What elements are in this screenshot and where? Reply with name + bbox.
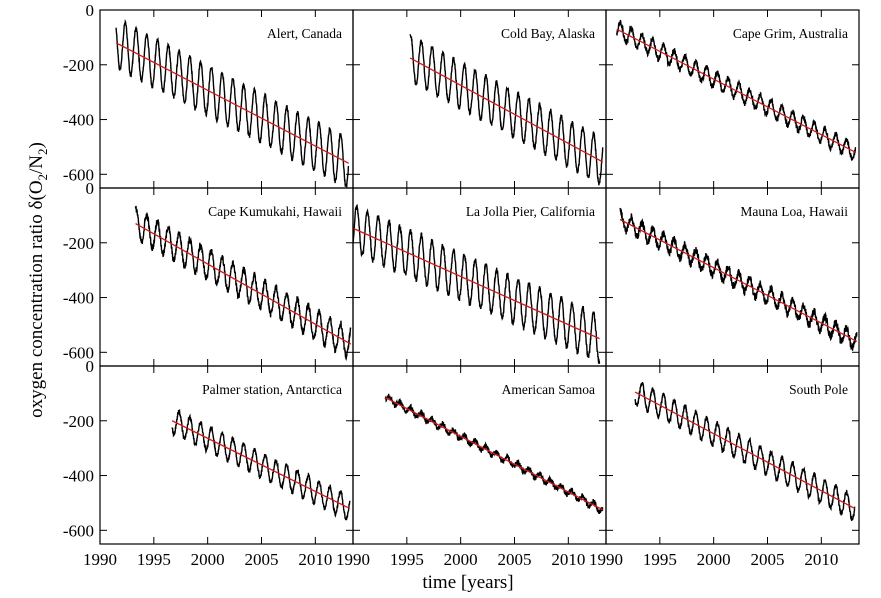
- y-tick-label: -200: [63, 412, 94, 431]
- x-tick-label: 2005: [244, 550, 278, 569]
- y-tick-label: 0: [86, 1, 95, 20]
- y-axis-title-mid: /N: [26, 155, 47, 174]
- y-tick-label: -200: [63, 234, 94, 253]
- oxygen-series-line: [115, 18, 350, 188]
- panel: Cape Kumukahi, Hawaii: [99, 187, 354, 367]
- panel: Cape Grim, Australia: [605, 9, 860, 189]
- panel: Cold Bay, Alaska: [352, 9, 607, 189]
- x-tick-label: 2005: [497, 550, 531, 569]
- y-tick-label: -400: [63, 289, 94, 308]
- x-tick-label: 2010: [804, 550, 838, 569]
- y-axis-title-end: ): [26, 142, 47, 148]
- x-tick-label: 1990: [336, 550, 370, 569]
- oxygen-series-line: [619, 207, 858, 351]
- y-axis-title: oxygen concentration ratio δ(O2/N2): [26, 142, 50, 418]
- trend-line: [409, 57, 604, 163]
- x-tick-label: 2010: [298, 550, 332, 569]
- panel: South Pole: [605, 365, 860, 545]
- x-axis-title: time [years]: [422, 572, 513, 593]
- oxygen-series-line: [634, 382, 856, 522]
- y-axis-title-sub2: 2: [35, 148, 50, 155]
- panel: Mauna Loa, Hawaii: [605, 187, 860, 367]
- oxygen-series-line: [171, 408, 351, 521]
- panel-title: South Pole: [789, 382, 848, 397]
- oxygen-series-line: [616, 19, 857, 161]
- trend-line: [135, 223, 352, 345]
- trend-line: [171, 420, 351, 509]
- trend-line: [353, 227, 600, 340]
- oxygen-series-line: [409, 34, 604, 186]
- oxygen-series-line: [134, 205, 352, 362]
- trend-line: [616, 28, 857, 153]
- y-axis-title-main: oxygen concentration ratio δ(O: [26, 180, 47, 417]
- panel-title: Mauna Loa, Hawaii: [740, 204, 848, 219]
- y-tick-label: -200: [63, 56, 94, 75]
- x-tick-label: 2005: [750, 550, 784, 569]
- panel-title: Cape Kumukahi, Hawaii: [208, 204, 342, 219]
- x-tick-label: 1995: [390, 550, 424, 569]
- x-tick-label: 1990: [83, 550, 117, 569]
- x-tick-label: 1995: [137, 550, 171, 569]
- y-tick-label: -600: [63, 343, 94, 362]
- y-tick-label: 0: [86, 179, 95, 198]
- x-tick-label: 2000: [697, 550, 731, 569]
- panels: Alert, Canada Cold Bay, Alaska Cape Grim, …: [99, 9, 860, 545]
- y-tick-label: -600: [63, 165, 94, 184]
- trend-line: [619, 218, 858, 342]
- panel-title: Palmer station, Antarctica: [202, 382, 342, 397]
- panel-title: American Samoa: [502, 382, 595, 397]
- panel: American Samoa: [352, 365, 607, 545]
- y-axis-title-sub1: 2: [35, 174, 50, 181]
- panel-title: La Jolla Pier, California: [466, 204, 595, 219]
- panel: Palmer station, Antarctica: [99, 365, 354, 545]
- panel: Alert, Canada: [99, 9, 354, 189]
- x-tick-label: 2000: [191, 550, 225, 569]
- panel-title: Cold Bay, Alaska: [501, 26, 595, 41]
- panel-title: Cape Grim, Australia: [733, 26, 848, 41]
- axes: 0-200-400-6000-200-400-6000-200-400-6001…: [63, 1, 838, 569]
- x-tick-label: 1995: [643, 550, 677, 569]
- x-tick-label: 2000: [444, 550, 478, 569]
- x-tick-label: 2010: [551, 550, 585, 569]
- panel: La Jolla Pier, California: [352, 187, 607, 367]
- y-tick-label: -400: [63, 111, 94, 130]
- panel-title: Alert, Canada: [267, 26, 342, 41]
- y-tick-label: 0: [86, 357, 95, 376]
- x-tick-label: 1990: [589, 550, 623, 569]
- trend-line: [634, 391, 855, 509]
- y-tick-label: -600: [63, 521, 94, 540]
- panel-frame: [605, 365, 860, 545]
- trend-line: [384, 396, 604, 511]
- oxygen-series-line: [353, 203, 601, 364]
- y-tick-label: -400: [63, 467, 94, 486]
- oxygen-series-line: [384, 393, 604, 514]
- trend-line: [115, 42, 349, 164]
